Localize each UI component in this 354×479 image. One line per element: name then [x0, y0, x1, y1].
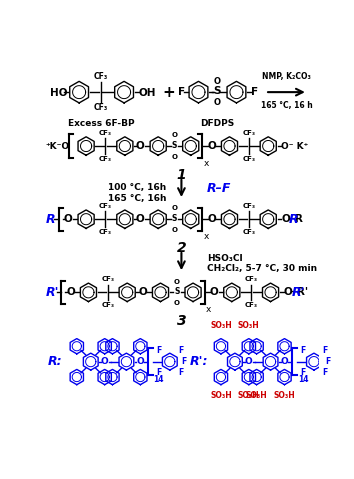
Text: 1: 1 [177, 168, 186, 182]
Text: O: O [66, 287, 75, 297]
Text: 3: 3 [177, 314, 186, 328]
Text: SO₃H: SO₃H [210, 391, 232, 400]
Text: OH: OH [139, 88, 156, 98]
Text: O–R': O–R' [284, 287, 309, 297]
Text: HSO₃Cl: HSO₃Cl [207, 254, 242, 263]
Text: O: O [64, 214, 73, 224]
Text: O: O [171, 154, 177, 160]
Text: S: S [172, 214, 177, 223]
Text: 14: 14 [154, 376, 164, 385]
Text: R': R' [291, 286, 305, 299]
Text: R:: R: [48, 355, 63, 368]
Text: NMP, K₂CO₃: NMP, K₂CO₃ [262, 72, 311, 81]
Text: CF₃: CF₃ [99, 203, 112, 209]
Text: O: O [138, 287, 147, 297]
Text: O: O [174, 300, 180, 306]
Text: O: O [207, 214, 216, 224]
Text: O: O [245, 357, 253, 366]
Text: O: O [207, 141, 216, 151]
Text: CF₃: CF₃ [245, 302, 258, 308]
Text: CF₃: CF₃ [242, 156, 255, 162]
Text: CF₃: CF₃ [94, 72, 108, 81]
Text: R: R [289, 213, 298, 226]
Text: CH₂Cl₂, 5-7 °C, 30 min: CH₂Cl₂, 5-7 °C, 30 min [207, 264, 317, 273]
Text: O: O [137, 357, 144, 366]
Text: Excess 6F-BP: Excess 6F-BP [68, 119, 135, 128]
Text: R':: R': [190, 355, 209, 368]
Text: R–F: R–F [207, 182, 232, 195]
Text: 14: 14 [298, 376, 308, 385]
Text: 100 °C, 16h: 100 °C, 16h [108, 183, 166, 192]
Text: O: O [213, 77, 221, 86]
Text: O: O [171, 227, 177, 233]
Text: x: x [204, 159, 209, 168]
Text: O: O [136, 214, 145, 224]
Text: CF₃: CF₃ [245, 276, 258, 282]
Text: R: R [46, 213, 56, 226]
Text: F: F [178, 346, 183, 355]
Text: F: F [156, 346, 161, 355]
Text: O: O [213, 98, 221, 107]
Text: 2: 2 [177, 241, 186, 255]
Text: x: x [206, 306, 212, 314]
Text: F: F [322, 368, 327, 377]
Text: F: F [301, 346, 306, 355]
Text: F: F [182, 357, 187, 366]
Text: CF₃: CF₃ [99, 156, 112, 162]
Text: S: S [213, 86, 221, 96]
Text: S: S [172, 141, 177, 150]
Text: SO₃H: SO₃H [238, 391, 260, 400]
Text: F: F [251, 87, 258, 97]
Text: CF₃: CF₃ [101, 302, 114, 308]
Text: F: F [301, 368, 306, 377]
Text: ⁺K⁻O: ⁺K⁻O [46, 141, 70, 150]
Text: O: O [136, 141, 145, 151]
Text: SO₃H: SO₃H [246, 391, 268, 400]
Text: S: S [174, 287, 179, 296]
Text: SO₃H: SO₃H [210, 321, 232, 330]
Text: CF₃: CF₃ [101, 276, 114, 282]
Text: CF₃: CF₃ [99, 229, 112, 235]
Text: O: O [171, 132, 177, 138]
Text: O: O [101, 357, 109, 366]
Text: F: F [326, 357, 331, 366]
Text: x: x [204, 232, 209, 241]
Text: O: O [210, 287, 218, 297]
Text: F: F [178, 87, 185, 97]
Text: HO: HO [51, 88, 68, 98]
Text: R': R' [46, 286, 59, 299]
Text: SO₃H: SO₃H [274, 391, 295, 400]
Text: +: + [162, 85, 175, 100]
Text: O–R: O–R [281, 214, 303, 224]
Text: F: F [322, 346, 327, 355]
Text: CF₃: CF₃ [242, 229, 255, 235]
Text: F: F [156, 368, 161, 377]
Text: O: O [174, 279, 180, 285]
Text: SO₃H: SO₃H [238, 321, 260, 330]
Text: DFDPS: DFDPS [200, 119, 235, 128]
Text: CF₃: CF₃ [94, 103, 108, 112]
Text: CF₃: CF₃ [99, 130, 112, 136]
Text: CF₃: CF₃ [242, 203, 255, 209]
Text: O: O [281, 357, 289, 366]
Text: O: O [171, 205, 177, 211]
Text: 165 °C, 16h: 165 °C, 16h [108, 194, 166, 203]
Text: O⁻ K⁺: O⁻ K⁺ [281, 141, 309, 150]
Text: 165 °C, 16 h: 165 °C, 16 h [261, 102, 312, 110]
Text: CF₃: CF₃ [242, 130, 255, 136]
Text: F: F [178, 368, 183, 377]
